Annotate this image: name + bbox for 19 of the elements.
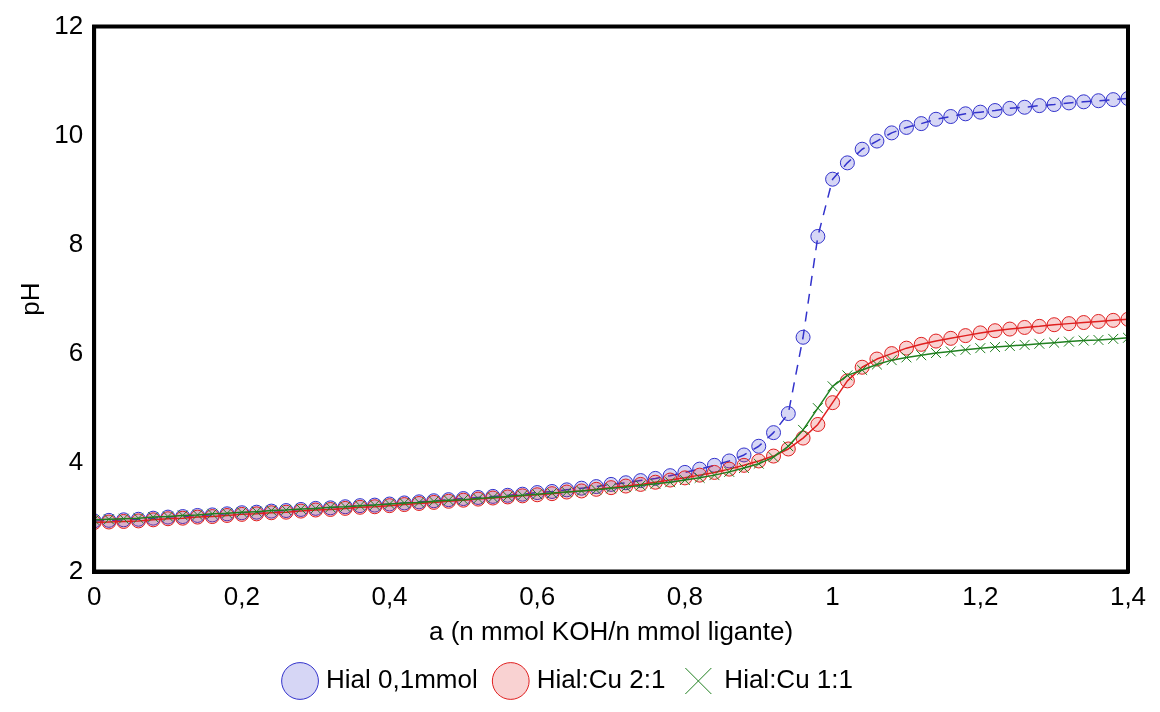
legend-label: Hial 0,1mmol xyxy=(326,664,478,695)
legend-label: Hial:Cu 2:1 xyxy=(536,664,666,695)
x-tick-label: 0,2 xyxy=(223,581,260,612)
x-tick-label: 0 xyxy=(86,581,102,612)
x-tick-label: 1,4 xyxy=(1109,581,1147,612)
y-tick-label: 12 xyxy=(54,9,84,40)
legend-label: Hial:Cu 1:1 xyxy=(724,664,853,695)
x-tick-label: 1 xyxy=(825,581,840,612)
x-axis-title: a (n mmol KOH/n mmol ligante) xyxy=(429,615,794,646)
x-tick-label: 0,8 xyxy=(666,581,703,612)
y-tick-label: 8 xyxy=(68,227,84,258)
x-tick-label: 1,2 xyxy=(962,581,999,612)
y-tick-label: 2 xyxy=(68,554,84,585)
y-axis-title: pH xyxy=(14,282,45,316)
y-tick-label: 4 xyxy=(68,445,84,476)
x-tick-label: 0,6 xyxy=(519,581,556,612)
y-tick-label: 6 xyxy=(68,336,84,367)
x-tick-label: 0,4 xyxy=(371,581,408,612)
y-tick-label: 10 xyxy=(54,118,84,149)
